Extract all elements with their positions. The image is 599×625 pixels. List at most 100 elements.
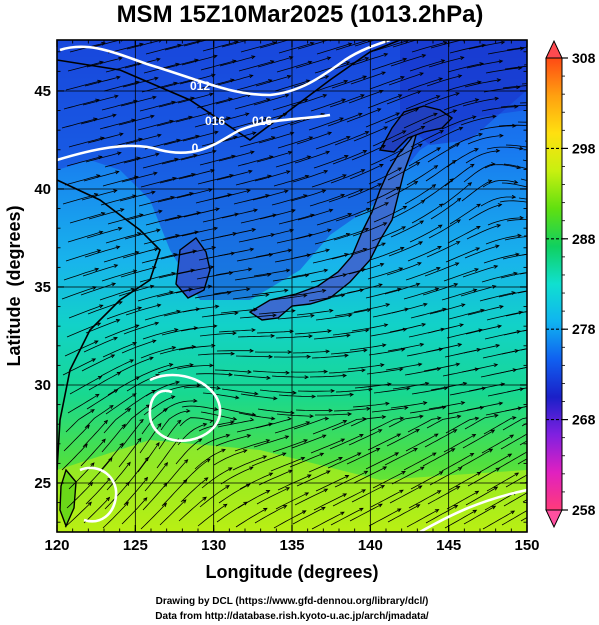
streamline: [83, 171, 119, 182]
x-axis-label: Longitude (degrees): [205, 562, 378, 582]
streamline: [272, 439, 308, 453]
streamline-arrowhead: [132, 393, 137, 398]
streamline: [309, 375, 347, 378]
streamline-arrowhead: [265, 490, 271, 494]
streamline-arrowhead: [345, 61, 351, 65]
streamline: [270, 118, 306, 130]
streamline: [447, 226, 481, 244]
streamline: [158, 269, 195, 279]
streamline-arrowhead: [423, 302, 428, 307]
streamline: [297, 390, 335, 392]
streamline-arrowhead: [306, 155, 312, 160]
streamline: [219, 56, 255, 67]
streamline: [501, 182, 527, 188]
streamline-arrowhead: [113, 336, 118, 341]
streamline: [428, 219, 461, 239]
streamline: [123, 153, 159, 164]
streamline: [83, 337, 118, 353]
streamline: [104, 324, 139, 339]
contour-label: 016: [205, 114, 225, 128]
streamline-arrowhead: [208, 188, 213, 192]
streamline: [327, 113, 362, 127]
streamline-arrowhead: [462, 381, 468, 386]
streamline-arrowhead: [532, 488, 536, 491]
streamline: [464, 414, 498, 430]
streamline: [233, 194, 269, 205]
streamline-arrowhead: [284, 435, 290, 440]
streamline-arrowhead: [116, 75, 121, 80]
streamline: [84, 246, 120, 258]
streamline: [350, 242, 386, 256]
streamline: [464, 79, 501, 88]
streamline: [443, 268, 479, 282]
streamline-arrowhead: [327, 329, 332, 334]
streamline: [256, 487, 290, 505]
streamline: [499, 200, 527, 203]
streamline-arrowhead: [308, 334, 313, 339]
streamline-arrowhead: [382, 222, 388, 226]
streamline: [239, 472, 273, 490]
streamline-arrowhead: [249, 74, 254, 79]
streamline-arrowhead: [382, 466, 388, 471]
streamline: [201, 467, 232, 489]
streamline: [403, 288, 439, 300]
streamline-arrowhead: [537, 234, 540, 237]
streamline: [237, 490, 270, 509]
streamline: [258, 310, 295, 315]
streamline: [139, 423, 162, 454]
streamline-arrowhead: [380, 363, 385, 368]
streamline-arrowhead: [243, 449, 248, 454]
streamline-arrowhead: [493, 363, 499, 368]
streamline: [103, 408, 131, 434]
streamline: [519, 102, 527, 104]
colorbar-ticks: 308 298 288 278 268 258: [546, 50, 596, 518]
streamline-arrowhead: [368, 387, 373, 392]
streamline: [351, 485, 385, 503]
streamline: [81, 354, 115, 372]
streamline: [384, 448, 418, 466]
streamline-arrowhead: [378, 283, 383, 288]
streamline: [445, 417, 479, 434]
streamline: [255, 249, 292, 258]
streamline: [217, 419, 254, 428]
streamline-arrowhead: [535, 252, 538, 255]
streamline: [123, 477, 148, 506]
streamline: [105, 232, 141, 244]
streamline: [254, 170, 290, 182]
streamline-arrowhead: [228, 467, 233, 472]
streamline: [214, 189, 250, 200]
streamline-arrowhead: [361, 268, 366, 272]
streamline: [316, 43, 352, 55]
streamline: [235, 508, 267, 528]
streamline: [88, 208, 124, 220]
contour-southeast: [419, 488, 527, 532]
streamline: [370, 489, 404, 508]
streamline: [390, 54, 426, 67]
contour-016: [57, 113, 331, 162]
streamline-arrowhead: [472, 115, 477, 120]
streamline: [405, 433, 438, 452]
streamline-arrowhead: [418, 143, 423, 148]
streamline: [235, 175, 271, 186]
streamline-arrowhead: [457, 74, 463, 79]
streamline: [159, 499, 187, 526]
streamline: [466, 224, 501, 240]
streamline-arrowhead: [132, 342, 138, 346]
streamline: [481, 106, 518, 112]
streamline: [312, 420, 347, 435]
streamline-arrowhead: [513, 179, 519, 184]
streamline-arrowhead: [498, 401, 504, 406]
streamline: [499, 366, 527, 374]
streamline: [465, 486, 498, 506]
streamline: [386, 429, 420, 447]
streamline-arrowhead: [381, 415, 387, 419]
streamline: [183, 208, 220, 218]
streamline-arrowhead: [163, 408, 169, 413]
streamline: [370, 148, 404, 166]
streamline-arrowhead: [113, 389, 119, 394]
streamline: [220, 466, 253, 485]
streamline-arrowhead: [415, 282, 421, 287]
streamline: [140, 346, 176, 359]
streamline: [217, 248, 254, 257]
